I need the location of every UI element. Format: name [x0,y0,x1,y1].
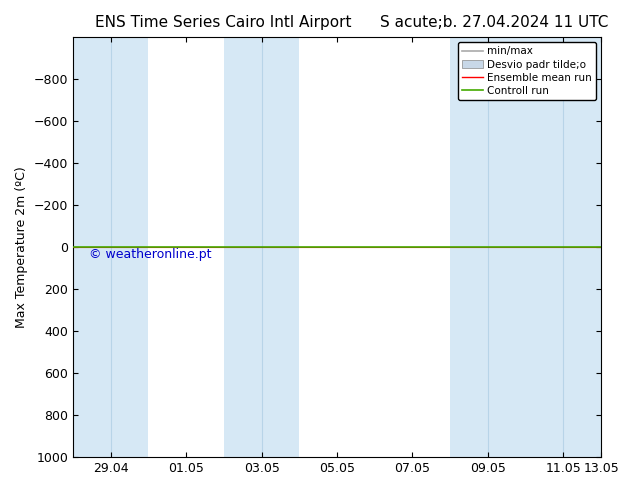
Text: S acute;b. 27.04.2024 11 UTC: S acute;b. 27.04.2024 11 UTC [380,15,609,30]
Text: © weatheronline.pt: © weatheronline.pt [89,248,211,261]
Text: ENS Time Series Cairo Intl Airport: ENS Time Series Cairo Intl Airport [95,15,352,30]
Bar [450,37,601,457]
Bar [73,37,148,457]
Bar [224,37,299,457]
Legend: min/max, Desvio padr tilde;o, Ensemble mean run, Controll run: min/max, Desvio padr tilde;o, Ensemble m… [458,42,596,100]
Y-axis label: Max Temperature 2m (ºC): Max Temperature 2m (ºC) [15,166,28,328]
